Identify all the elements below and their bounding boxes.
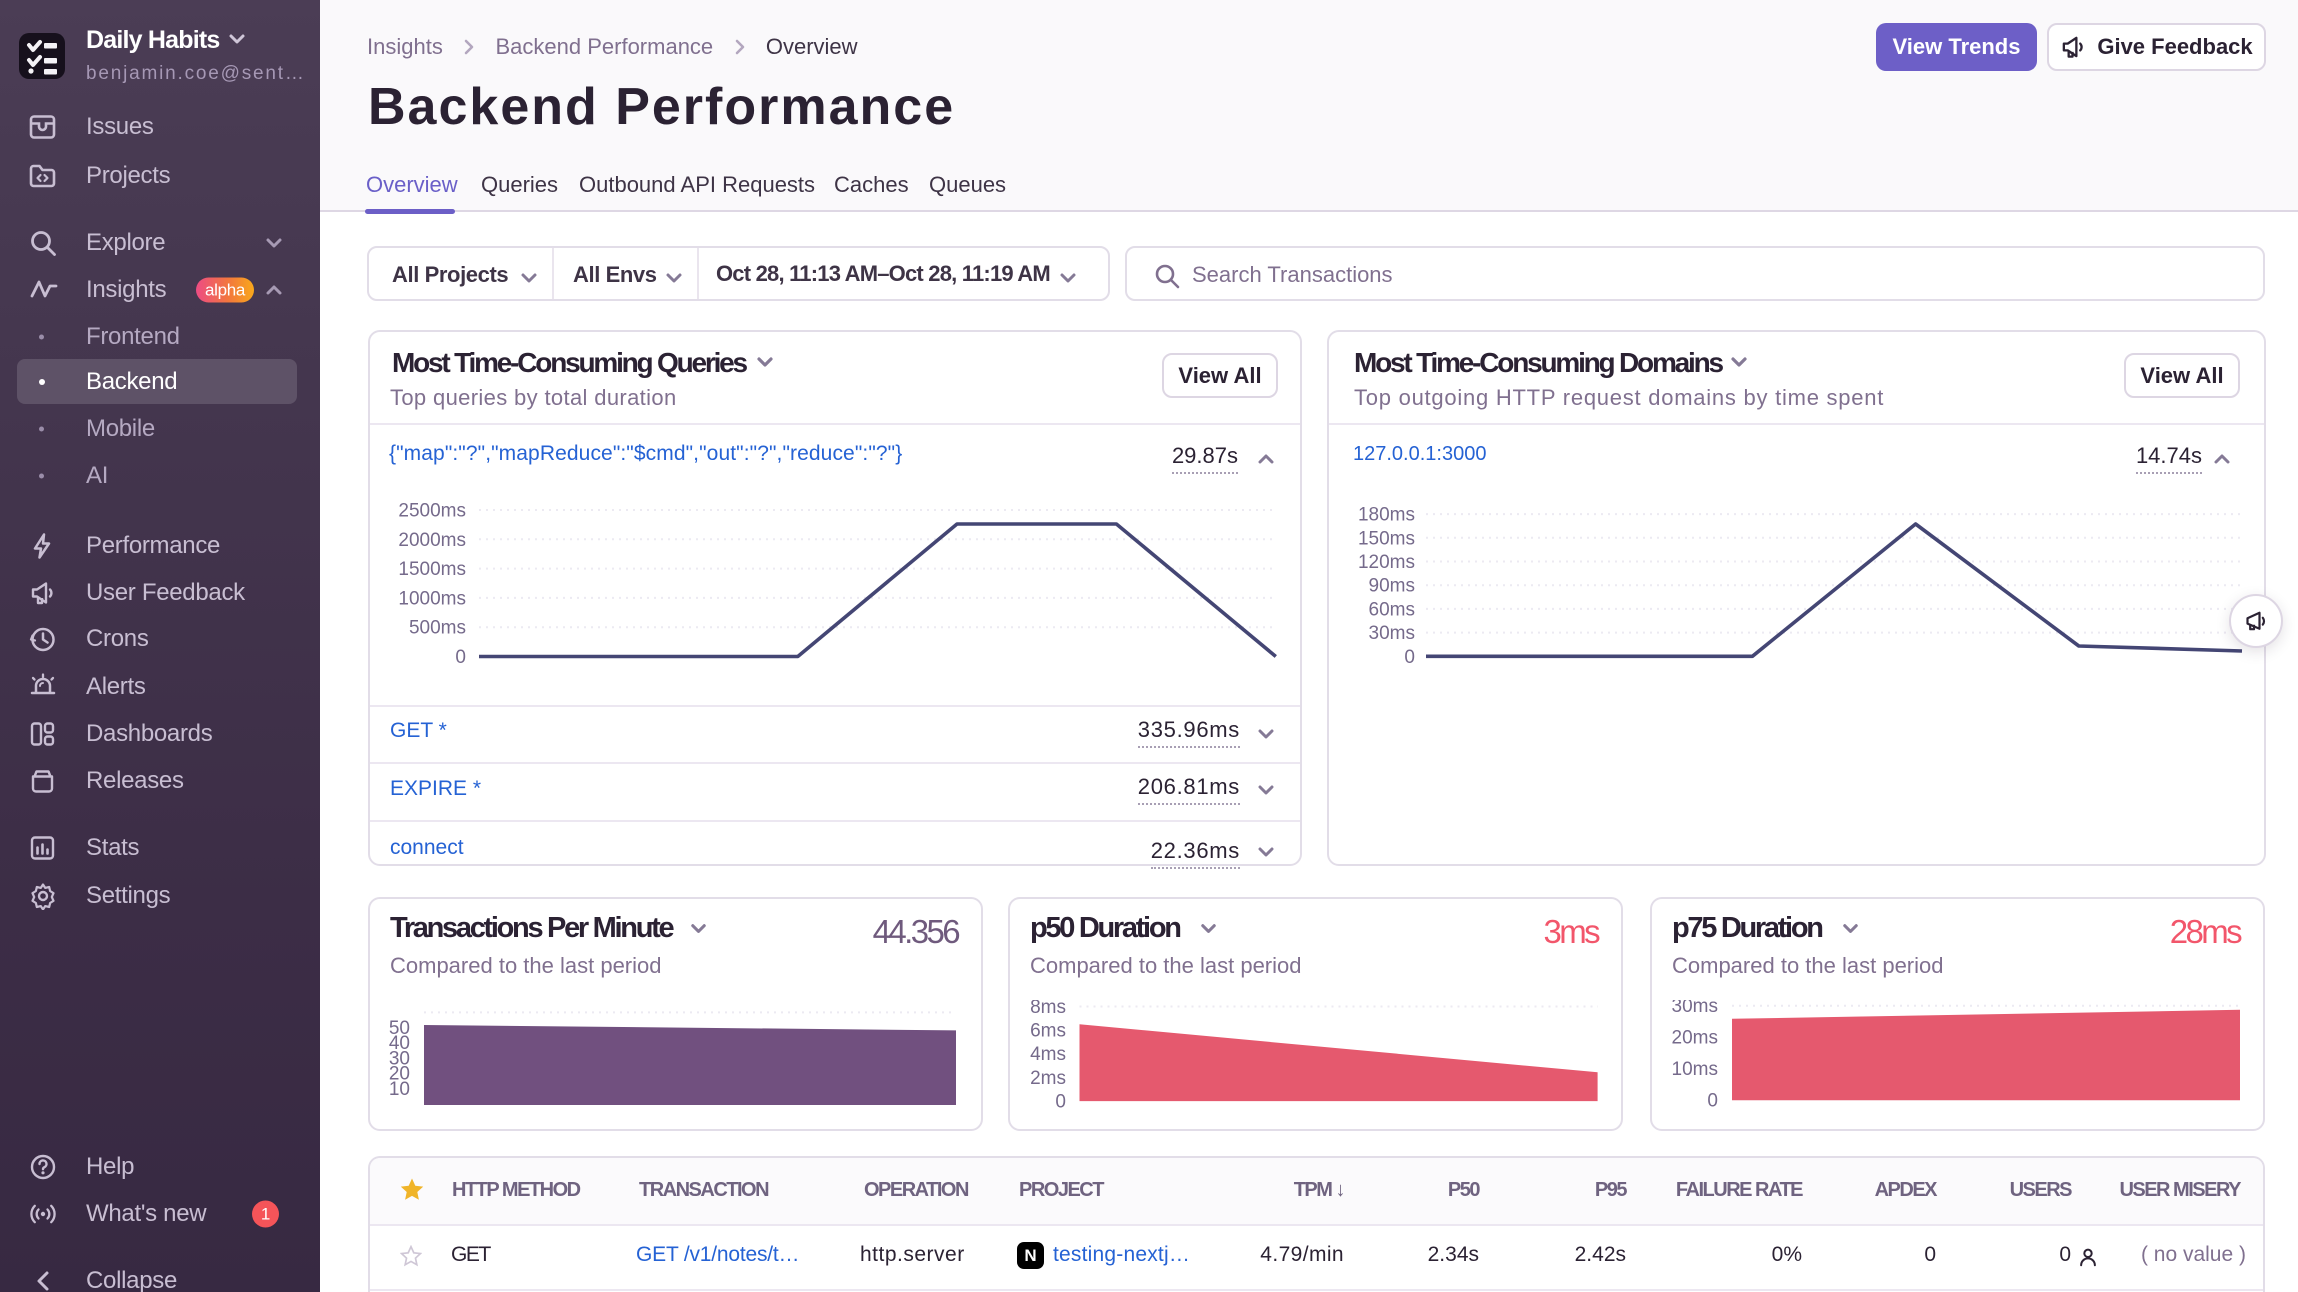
svg-text:60ms: 60ms bbox=[1369, 599, 1415, 620]
svg-text:500ms: 500ms bbox=[409, 618, 466, 639]
svg-text:90ms: 90ms bbox=[1369, 576, 1415, 597]
svg-text:30: 30 bbox=[389, 1048, 410, 1069]
svg-text:180ms: 180ms bbox=[1358, 505, 1415, 526]
svg-text:0: 0 bbox=[1055, 1091, 1066, 1112]
svg-text:20: 20 bbox=[389, 1064, 410, 1085]
svg-text:0: 0 bbox=[1404, 647, 1415, 668]
svg-text:2000ms: 2000ms bbox=[398, 530, 466, 551]
svg-text:6ms: 6ms bbox=[1030, 1021, 1066, 1042]
svg-text:2ms: 2ms bbox=[1030, 1068, 1066, 1089]
svg-text:30ms: 30ms bbox=[1369, 623, 1415, 644]
svg-text:0: 0 bbox=[1707, 1090, 1718, 1111]
svg-text:4ms: 4ms bbox=[1030, 1044, 1066, 1065]
svg-text:2500ms: 2500ms bbox=[398, 501, 466, 522]
svg-text:50: 50 bbox=[389, 1018, 410, 1039]
svg-text:120ms: 120ms bbox=[1358, 552, 1415, 573]
svg-text:20ms: 20ms bbox=[1672, 1028, 1718, 1049]
svg-text:40: 40 bbox=[389, 1033, 410, 1054]
svg-text:150ms: 150ms bbox=[1358, 528, 1415, 549]
svg-text:1500ms: 1500ms bbox=[398, 559, 466, 580]
svg-text:1000ms: 1000ms bbox=[398, 588, 466, 609]
svg-text:30ms: 30ms bbox=[1672, 1000, 1718, 1017]
svg-text:8ms: 8ms bbox=[1030, 1000, 1066, 1018]
svg-text:10ms: 10ms bbox=[1672, 1059, 1718, 1080]
svg-text:10: 10 bbox=[389, 1079, 410, 1100]
svg-text:0: 0 bbox=[455, 647, 466, 668]
